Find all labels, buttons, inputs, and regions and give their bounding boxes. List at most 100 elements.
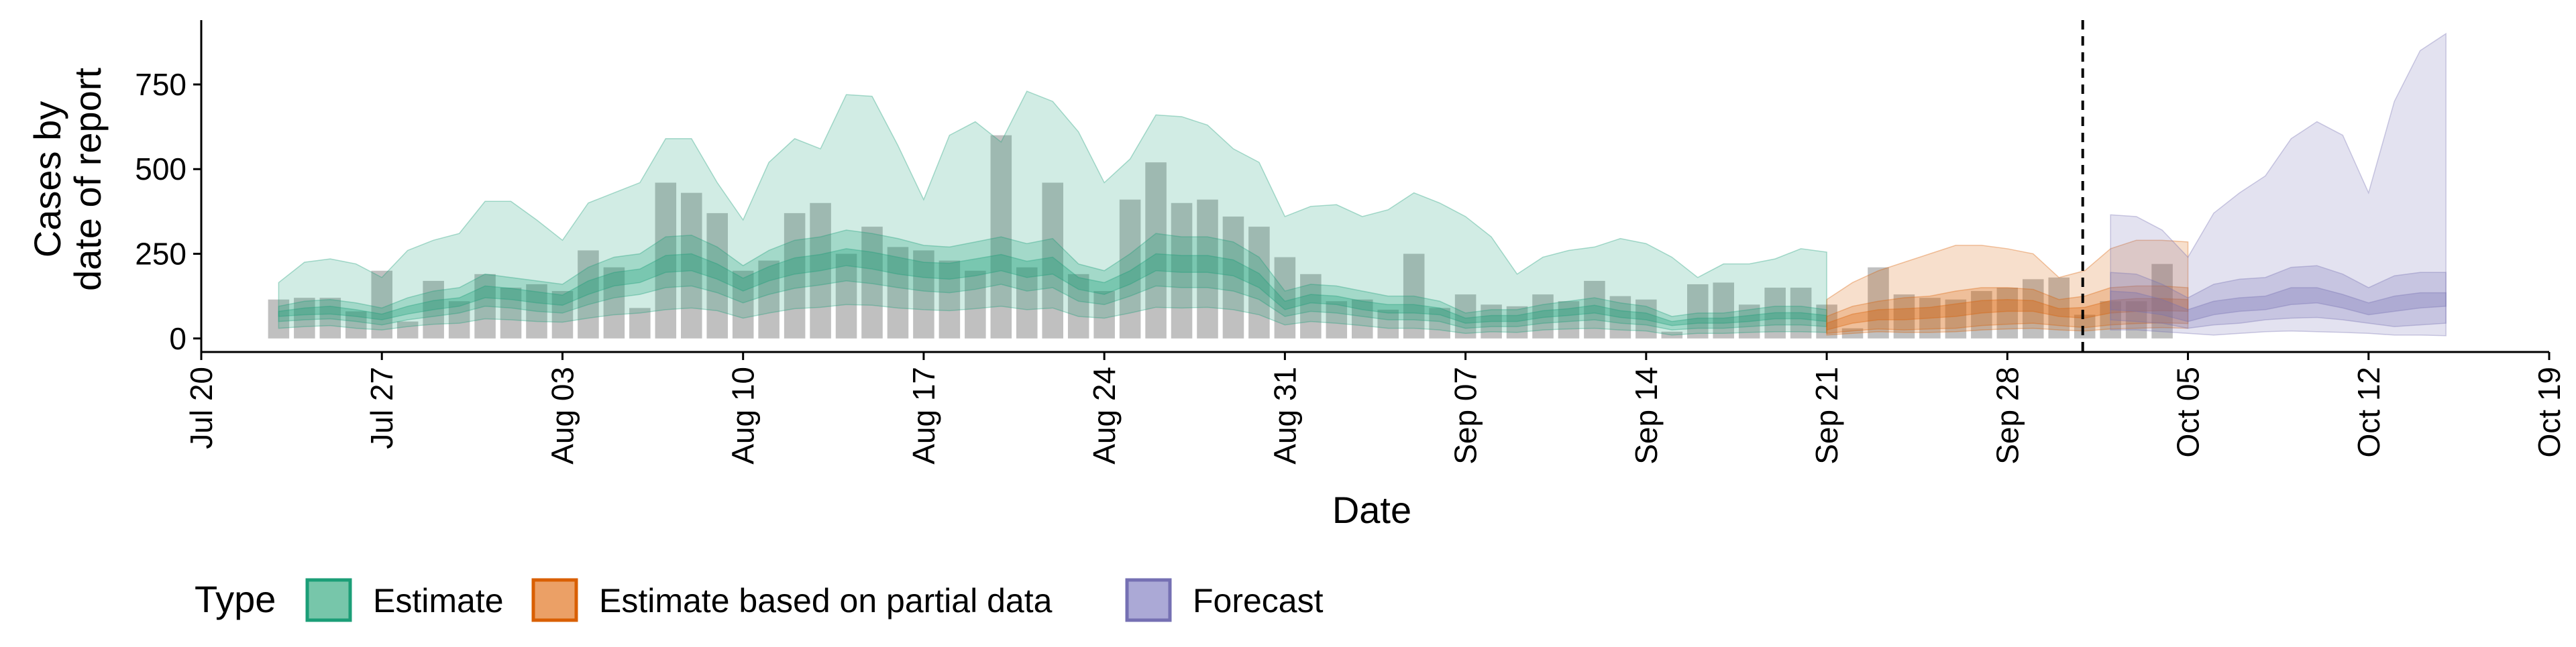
reported-cases-bar: [861, 227, 883, 339]
reported-cases-bar: [1661, 331, 1683, 339]
reported-cases-bar: [835, 253, 857, 339]
reported-cases-bar: [629, 308, 651, 339]
reported-cases-bar: [396, 321, 419, 339]
reported-cases-bar: [1454, 294, 1477, 339]
legend-label: Estimate based on partial data: [599, 582, 1053, 620]
reported-cases-bar: [1300, 274, 1322, 339]
x-tick-label: Jul 27: [364, 367, 399, 449]
partial-ribbon-20: [1826, 298, 2189, 331]
reported-cases-bar: [1248, 227, 1270, 339]
x-tick-label: Jul 20: [184, 367, 219, 449]
reported-cases-bar: [2048, 277, 2070, 339]
reported-cases-bar: [1093, 291, 1115, 339]
reported-cases-bar: [1841, 328, 1864, 339]
reported-cases-bar: [1945, 299, 1967, 339]
x-tick-label: Oct 12: [2351, 367, 2386, 458]
y-axis-title-line-2: date of report: [66, 68, 109, 292]
legend-label: Estimate: [373, 582, 504, 620]
reported-cases-bar: [2023, 279, 2044, 339]
x-tick-label: Aug 31: [1267, 367, 1302, 465]
reported-cases-bar: [1738, 304, 1760, 339]
reported-cases-bar: [1558, 301, 1580, 339]
reported-cases-bar: [551, 291, 574, 339]
legend-title: Type: [195, 578, 276, 620]
y-tick-label: 0: [169, 321, 186, 356]
reported-cases-bar: [1403, 253, 1425, 339]
reported-cases-bar: [500, 288, 522, 339]
reported-cases-bar: [681, 192, 702, 339]
reported-cases-bar: [887, 247, 909, 339]
reported-cases-bar: [938, 260, 961, 339]
x-tick-label: Sep 14: [1629, 367, 1664, 465]
reported-cases-bar: [1067, 274, 1089, 339]
x-tick-label: Sep 28: [1990, 367, 2025, 465]
reported-cases-bar: [2074, 314, 2096, 339]
reported-cases-bar: [474, 274, 496, 339]
axes: 0 250 500 750 Jul 20 Jul 27 Aug 03 Aug 10 Aug 17…: [26, 20, 2567, 531]
reported-cases-bar: [294, 298, 315, 339]
reported-cases-bar: [603, 267, 625, 339]
reported-cases-bar: [990, 135, 1012, 339]
reported-cases-bar: [2125, 301, 2147, 339]
y-axis-title-line-1: Cases by: [26, 101, 68, 257]
forecast-ribbon-20: [2110, 287, 2447, 322]
reported-cases-bar: [1868, 267, 1889, 339]
reported-cases-bar: [655, 182, 677, 339]
reported-cases-bar: [2100, 301, 2121, 339]
reported-cases-bar: [1584, 280, 1605, 339]
reported-cases-bar: [1042, 182, 1063, 339]
reported-cases-bar: [1971, 291, 1992, 339]
reported-cases-bar: [1687, 284, 1709, 339]
y-tick-label: 500: [135, 152, 186, 186]
reported-cases-bar: [1016, 267, 1038, 339]
reported-cases-bar: [1145, 162, 1167, 339]
reported-cases-bar: [784, 213, 806, 339]
y-tick-label: 250: [135, 237, 186, 272]
x-tick-label: Sep 21: [1809, 367, 1844, 465]
reported-cases-bar: [1171, 202, 1193, 339]
reported-cases-bar: [319, 298, 341, 339]
legend-label: Forecast: [1193, 582, 1324, 620]
reported-cases-bar: [732, 270, 754, 339]
legend-key: [305, 578, 352, 622]
reported-cases-bar: [1816, 304, 1837, 339]
reported-cases-bar: [1274, 257, 1296, 339]
x-tick-label: Aug 24: [1087, 367, 1122, 465]
x-tick-label: Aug 03: [545, 367, 580, 465]
reported-cases-bar: [1764, 288, 1786, 339]
reported-cases-bar: [268, 299, 290, 339]
forecast-ribbon-90: [2110, 32, 2447, 337]
reported-cases-bar: [1713, 282, 1734, 339]
estimate-ribbon-20: [278, 248, 1827, 327]
y-tick-label: 750: [135, 67, 186, 102]
reported-cases-bar: [758, 260, 780, 339]
x-tick-label: Sep 07: [1448, 367, 1483, 465]
reported-cases-bar: [810, 202, 831, 339]
reported-cases-bar: [1429, 308, 1450, 339]
x-tick-label: Aug 17: [906, 367, 941, 465]
reported-cases-bar: [1635, 299, 1657, 339]
estimate-ribbon-50: [278, 229, 1827, 331]
forecast-ribbon-50: [2110, 265, 2447, 329]
x-tick-label: Oct 19: [2532, 367, 2567, 458]
partial-ribbon-50: [1826, 285, 2189, 335]
reported-cases-bar: [578, 250, 599, 339]
reported-cases-bar: [1532, 294, 1554, 339]
reported-cases-bar: [1481, 304, 1502, 339]
reported-cases-bar: [1377, 309, 1399, 339]
x-axis-title: Date: [1332, 489, 1411, 531]
legend-key: [1125, 578, 1172, 622]
estimate-ribbon-90: [278, 91, 1827, 336]
reported-cases-bar: [371, 270, 392, 339]
reported-cases-bar: [1222, 216, 1244, 339]
reported-cases-bar: [965, 270, 986, 339]
legend: Type Estimate Estimate based on partial da…: [195, 578, 1324, 622]
reported-cases-bar: [448, 301, 470, 339]
x-tick-label: Oct 05: [2171, 367, 2206, 458]
reported-cases-bar: [1326, 301, 1348, 339]
reported-cases-bar: [1919, 298, 1941, 339]
reported-cases-bar: [1996, 288, 2019, 339]
reported-cases-bar: [526, 284, 547, 339]
reported-cases-bar: [1506, 306, 1528, 339]
